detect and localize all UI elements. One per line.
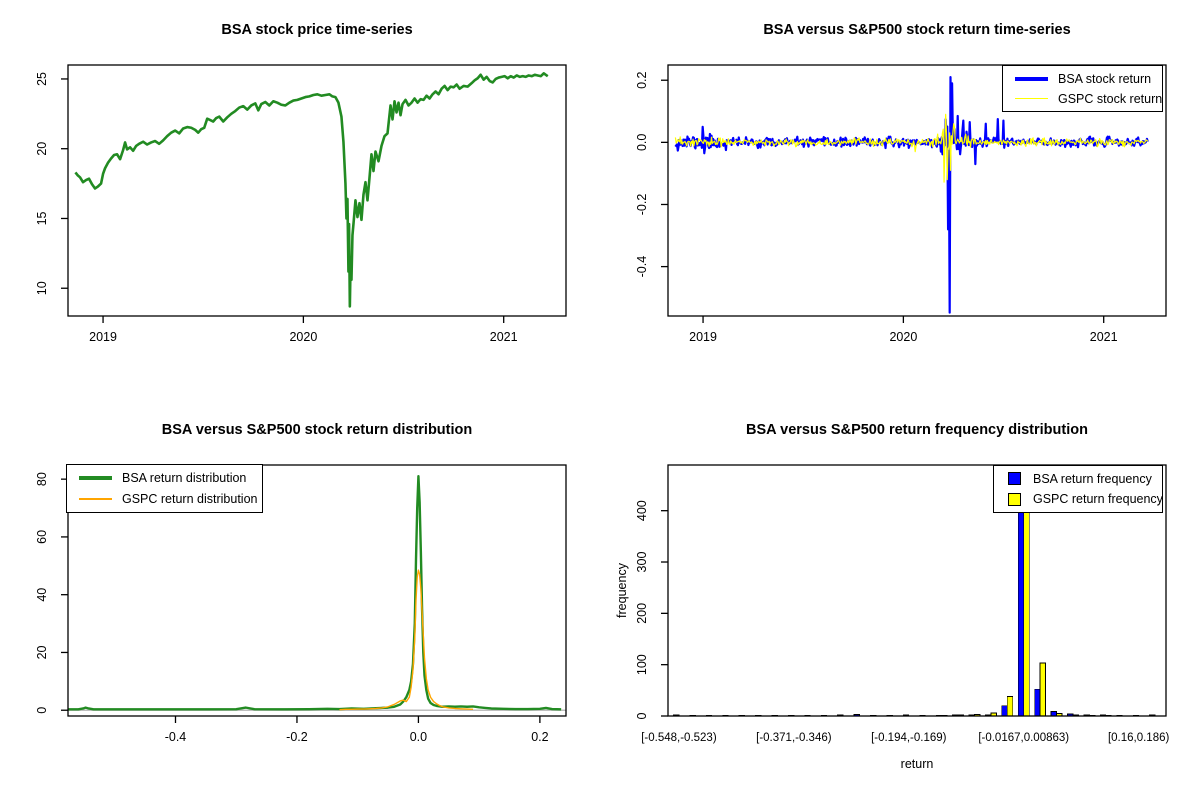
gspc-density-line-sample-icon (79, 498, 112, 500)
x-tick-label: -0.4 (165, 730, 187, 744)
axes: 2019 2020 2021 0.2 0.0 -0.2 -0.4 (635, 64, 1167, 344)
legend-label: BSA stock return (1058, 71, 1152, 86)
panel-title-distribution: BSA versus S&P500 stock return distribut… (161, 422, 473, 438)
y-tick-label: 60 (35, 530, 49, 544)
x-tick-label: -0.2 (286, 730, 308, 744)
panel-return-timeseries: BSA versus S&P500 stock return time-seri… (600, 0, 1200, 400)
returns-plot-svg: 2019 2020 2021 0.2 0.0 -0.2 -0.4 (635, 64, 1167, 344)
plot-border (67, 64, 567, 317)
y-axis-title: frequency (615, 562, 629, 618)
bar (1050, 710, 1057, 717)
x-tick-label: 0.2 (531, 730, 548, 744)
x-tick-label: 2019 (89, 330, 117, 344)
bin-label: [-0.194,-0.169) (871, 732, 947, 744)
y-tick-label: 400 (635, 500, 649, 521)
y-tick-label: 80 (35, 472, 49, 486)
panel-return-distribution: BSA versus S&P500 stock return distribut… (0, 400, 600, 800)
y-tick-label: 25 (35, 72, 49, 86)
bsa-frequency-swatch-icon (1008, 472, 1021, 486)
x-tick-label: 2020 (289, 330, 317, 344)
y-tick-label: -0.4 (635, 256, 649, 278)
y-tick-label: 20 (35, 142, 49, 156)
y-tick-label: 0 (35, 707, 49, 714)
panel-title-frequency: BSA versus S&P500 return frequency distr… (746, 422, 1088, 438)
plot-border (667, 64, 1167, 317)
x-axis-title: return (901, 757, 934, 771)
bin-label: [-0.371,-0.346) (756, 732, 832, 744)
legend-label: GSPC return distribution (122, 492, 258, 506)
bars (673, 482, 1161, 717)
series-bsa-stock-price (74, 72, 549, 308)
legend-label: BSA return distribution (122, 471, 247, 485)
panel-price-timeseries: BSA stock price time-series 2019 2020 2021… (0, 0, 600, 400)
bsa-density-line-sample-icon (79, 476, 112, 480)
legend-label: GSPC stock return (1058, 91, 1163, 106)
bin-label: [-0.0167,0.00863) (978, 732, 1069, 744)
legend-entry-bsa-frequency: BSA return frequency (1000, 470, 1156, 488)
plot-border (667, 464, 1167, 717)
y-tick-label: 15 (35, 211, 49, 225)
y-tick-label: 20 (35, 645, 49, 659)
distribution-legend: BSA return distribution GSPC return dist… (66, 464, 263, 513)
panel-frequency-distribution: BSA versus S&P500 return frequency distr… (600, 400, 1200, 800)
gspc-frequency-swatch-icon (1008, 492, 1021, 506)
frequency-legend: BSA return frequency GSPC return frequen… (993, 465, 1163, 513)
legend-entry-gspc-density: GSPC return distribution (73, 490, 258, 508)
legend-entry-bsa-density: BSA return distribution (73, 469, 256, 487)
x-tick-label: 2021 (490, 330, 518, 344)
x-tick-label: 2020 (889, 330, 917, 344)
y-tick-label: 200 (635, 603, 649, 624)
frequency-plot-svg: 0 100 200 300 400 [-0.548,-0.523) [-0.371,-0.3… (615, 464, 1170, 771)
returns-legend: BSA stock return GSPC stock return (1002, 65, 1163, 112)
y-tick-label: 300 (635, 552, 649, 573)
series-gspc-stock-return (674, 113, 1149, 183)
axes: -0.4 -0.2 0.0 0.2 0 20 40 60 80 (35, 464, 567, 744)
y-tick-label: 100 (635, 654, 649, 675)
bin-label: [0.16,0.186) (1108, 732, 1170, 744)
axes: 0 100 200 300 400 [-0.548,-0.523) [-0.371,-0.3… (615, 464, 1170, 771)
bsa-return-line-sample-icon (1015, 76, 1048, 81)
series-gspc-return-distribution (339, 569, 474, 711)
bar (1001, 705, 1008, 717)
y-tick-label: -0.2 (635, 194, 649, 216)
x-tick-label: 2021 (1090, 330, 1118, 344)
bar (1034, 688, 1041, 717)
legend-label: BSA return frequency (1033, 471, 1152, 486)
y-tick-label: 10 (35, 281, 49, 295)
panel-title-returns: BSA versus S&P500 stock return time-seri… (763, 22, 1071, 38)
bar (1039, 662, 1047, 717)
bar (1023, 494, 1030, 717)
legend-label: GSPC return frequency (1033, 492, 1163, 507)
series-bsa-return-distribution (68, 475, 562, 711)
price-plot-svg: 2019 2020 2021 10 15 20 25 (35, 64, 567, 344)
y-tick-label: 0.2 (635, 71, 649, 88)
legend-entry-gspc-frequency: GSPC return frequency (1000, 491, 1163, 509)
legend-entry-gspc-return: GSPC stock return (1009, 90, 1162, 107)
bar (1017, 482, 1025, 717)
gspc-return-line-sample-icon (1015, 97, 1048, 100)
panel-title-price: BSA stock price time-series (221, 22, 413, 38)
y-tick-label: 40 (35, 588, 49, 602)
legend-entry-bsa-return: BSA stock return (1009, 70, 1156, 87)
x-tick-label: 2019 (689, 330, 717, 344)
axes: 2019 2020 2021 10 15 20 25 (35, 64, 567, 344)
distribution-plot-svg: -0.4 -0.2 0.0 0.2 0 20 40 60 80 (35, 464, 567, 744)
bin-label: [-0.548,-0.523) (641, 732, 717, 744)
y-tick-label: 0 (635, 712, 649, 719)
bar (1006, 696, 1014, 717)
series-bsa-stock-return (674, 76, 1149, 314)
plot-border (67, 464, 567, 717)
x-tick-label: 0.0 (410, 730, 427, 744)
y-tick-label: 0.0 (635, 134, 649, 151)
